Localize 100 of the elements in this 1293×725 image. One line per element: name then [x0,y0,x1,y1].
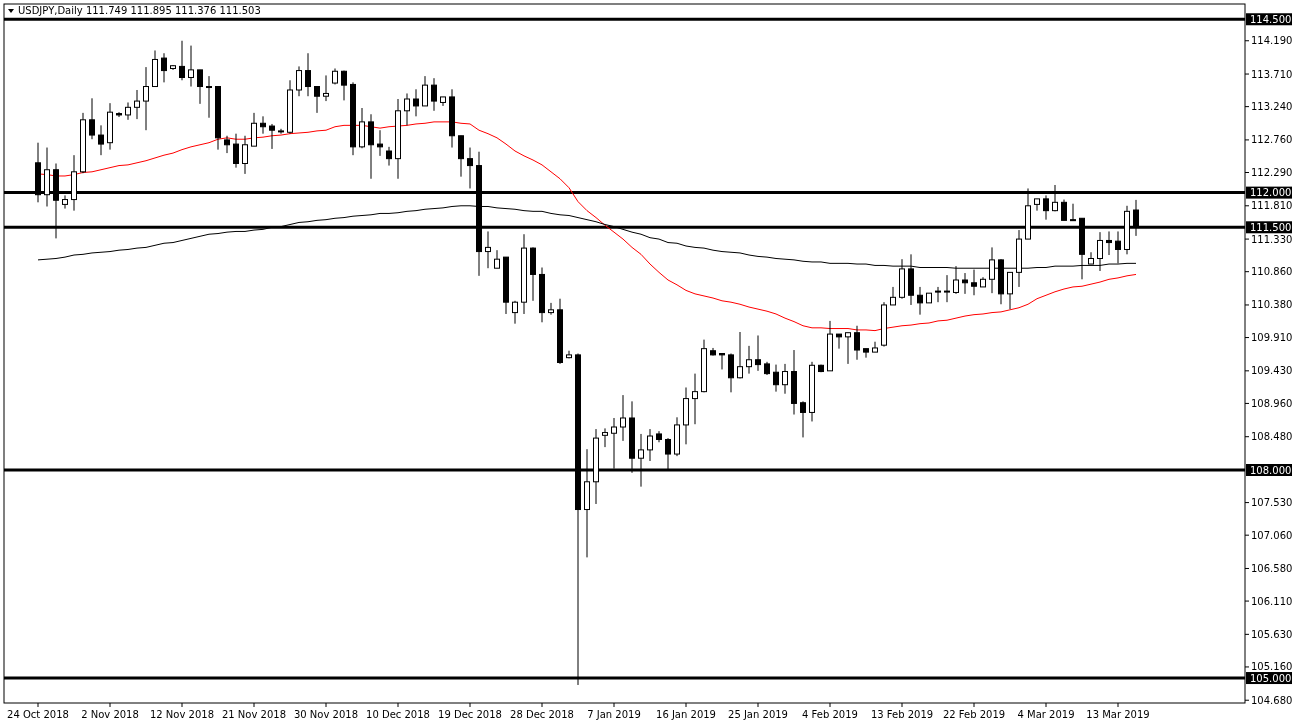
ref-line-label: 108.000 [1250,464,1292,476]
candlestick [314,86,320,114]
candlestick [323,74,329,102]
candlestick [89,97,95,140]
y-tick-label: 110.380 [1251,299,1293,311]
candlestick [620,394,626,442]
y-tick-label: 108.480 [1251,431,1293,443]
chart-title: USDJPY,Daily 111.749 111.895 111.376 111.503 [18,5,261,16]
candlestick [341,70,347,101]
ref-line-label: 105.000 [1250,672,1292,684]
candlestick [1007,271,1013,310]
candlestick [836,333,842,350]
candlestick [404,92,410,126]
candlestick [485,230,491,269]
y-tick-label: 113.240 [1251,101,1293,113]
x-tick-label: 25 Jan 2019 [728,709,788,720]
candlestick [368,113,374,180]
candlestick [872,341,878,353]
candlestick [719,353,725,370]
candlestick [944,274,950,303]
x-tick-label: 10 Dec 2018 [366,709,430,720]
candlestick [863,348,869,359]
candlestick [1061,199,1067,221]
x-tick-label: 4 Feb 2019 [802,709,858,720]
x-tick-label: 19 Dec 2018 [438,709,502,720]
candlestick [305,52,311,97]
candlestick [98,124,104,156]
ref-line-label: 114.500 [1250,13,1292,25]
candlestick [134,89,140,120]
candlestick [233,133,239,169]
y-tick-label: 114.190 [1251,35,1293,47]
candlestick [494,249,500,269]
y-tick-label: 112.290 [1251,167,1293,179]
candlestick [602,427,608,448]
candlestick [1088,251,1094,265]
candlestick [512,300,518,325]
candlestick [260,115,266,135]
y-tick-label: 105.160 [1251,661,1293,673]
y-tick-label: 109.430 [1251,365,1293,377]
candlestick [386,146,392,167]
candlestick [773,364,779,393]
y-tick-label: 107.060 [1251,529,1293,541]
x-tick-label: 28 Dec 2018 [510,709,574,720]
candlestick [854,325,860,361]
candlestick [422,75,428,107]
candlestick [548,302,554,316]
y-tick-label: 112.760 [1251,134,1293,146]
y-tick-label: 105.630 [1251,628,1293,640]
candlestick [782,363,788,395]
candlestick [917,286,923,316]
candlestick [728,353,734,393]
candlestick [755,334,761,372]
y-tick-label: 111.810 [1251,200,1293,212]
x-tick-label: 24 Oct 2018 [7,709,69,720]
ref-line-label: 111.500 [1250,221,1292,233]
y-tick-label: 111.330 [1251,233,1293,245]
x-tick-label: 16 Jan 2019 [656,709,716,720]
x-tick-label: 12 Nov 2018 [149,709,215,720]
candlestick [125,101,131,121]
candlestick [296,65,302,97]
y-tick-label: 110.860 [1251,266,1293,278]
candlestick [143,66,149,131]
candlestick [269,123,275,150]
candlestick [1034,198,1040,212]
candlestick [224,135,230,154]
candlestick [737,331,743,379]
candlestick [935,286,941,303]
x-tick-label: 21 Nov 2018 [221,709,287,720]
candlestick [647,428,653,462]
candlestick [746,345,752,375]
y-tick-label: 106.580 [1251,562,1293,574]
candlestick [251,112,257,147]
x-tick-label: 13 Feb 2019 [870,709,934,720]
x-tick-label: 30 Nov 2018 [293,709,359,720]
candlestick [962,272,968,295]
candlestick [188,45,194,88]
candlestick [431,77,437,112]
x-tick-label: 22 Feb 2019 [942,709,1006,720]
candlestick [1106,230,1112,256]
candlestick [890,286,896,306]
x-tick-label: 2 Nov 2018 [81,709,139,720]
candlestick [197,69,203,105]
candlestick [845,332,851,365]
candlestick [413,88,419,117]
x-tick-label: 4 Mar 2019 [1017,709,1075,720]
ref-line-label: 112.000 [1250,187,1292,199]
y-tick-label: 104.680 [1251,694,1293,706]
y-tick-label: 107.530 [1251,497,1293,509]
candlestick [458,135,464,178]
x-tick-label: 7 Jan 2019 [587,709,641,720]
candlestick [377,129,383,157]
candlestick [179,40,185,81]
candlestick [242,135,248,175]
y-tick-label: 113.710 [1251,68,1293,80]
y-tick-label: 108.960 [1251,397,1293,409]
candlestick [206,75,212,119]
x-tick-label: 13 Mar 2019 [1086,709,1150,720]
candlestick [467,147,473,189]
candlestick [800,400,806,438]
candlestick [1070,203,1076,222]
